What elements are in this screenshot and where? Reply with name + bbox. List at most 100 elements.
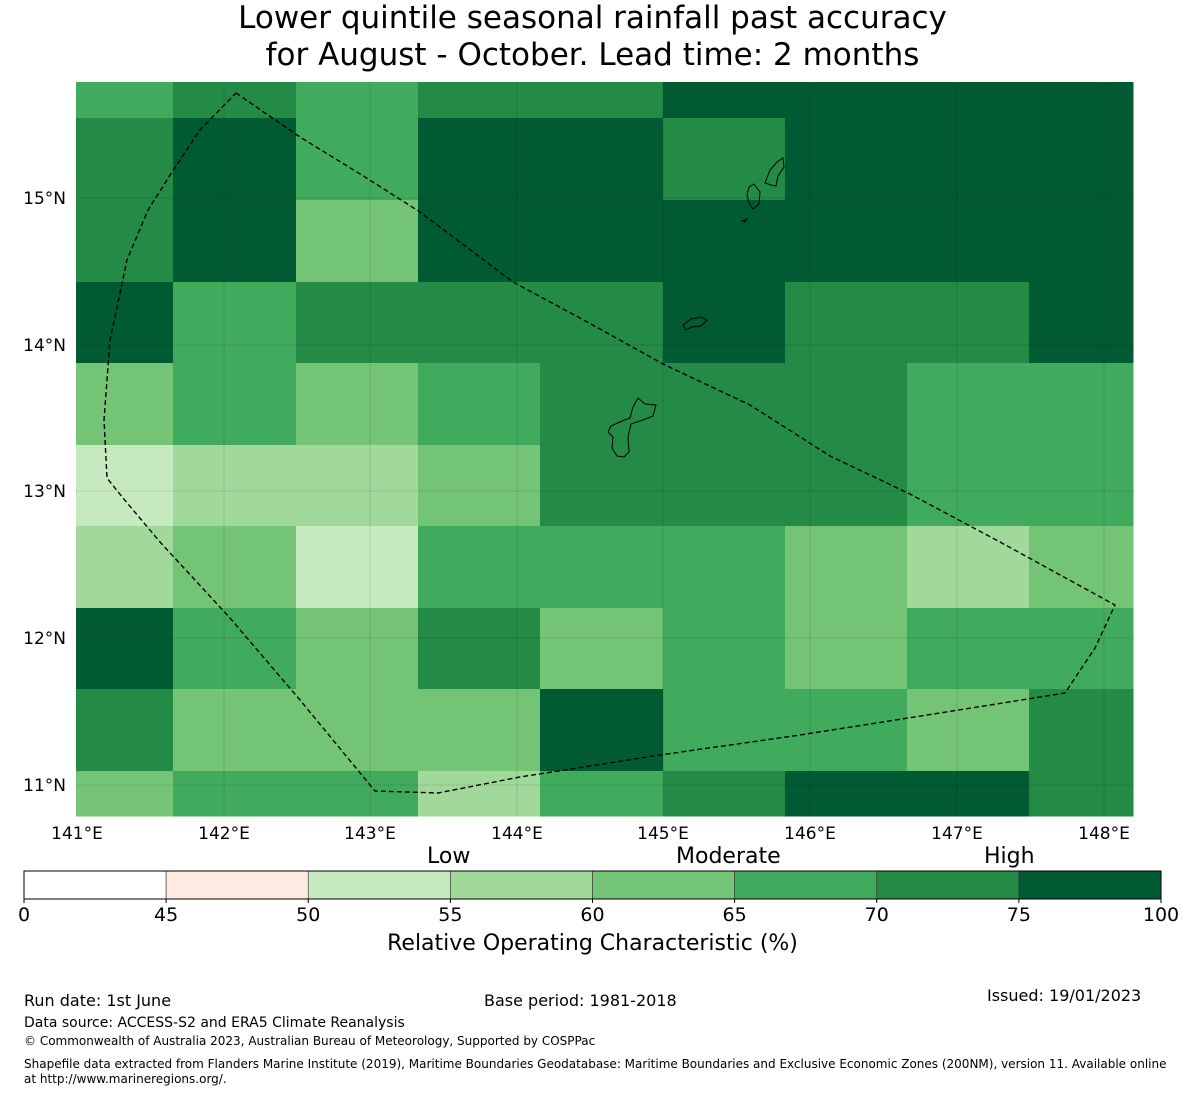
- grid-cell: [663, 771, 786, 817]
- grid-cell: [785, 526, 908, 609]
- grid-cell: [76, 526, 174, 609]
- grid-cell: [173, 282, 297, 364]
- grid-cell: [418, 118, 541, 201]
- grid-cell: [418, 282, 541, 364]
- grid-cell: [785, 363, 908, 446]
- grid-cell: [663, 82, 786, 119]
- colorbar-ticks: 0 45 50 55 60 65 70 75 100: [18, 899, 1179, 926]
- lat-tick-label: 13°N: [23, 482, 66, 502]
- colorbar-segment: [307, 870, 451, 900]
- grid-cell: [76, 82, 174, 119]
- grid-cell: [663, 445, 786, 527]
- grid-cell: [418, 445, 541, 527]
- grid-cell: [296, 82, 419, 119]
- grid-cell: [1029, 82, 1134, 119]
- run-date: Run date: 1st June: [24, 991, 172, 1010]
- data-source: Data source: ACCESS-S2 and ERA5 Climate …: [24, 1015, 405, 1031]
- grid-cell: [173, 82, 297, 119]
- colorbar-label: Relative Operating Characteristic (%): [387, 931, 798, 956]
- lat-tick-label: 15°N: [23, 189, 66, 209]
- grid-cell: [540, 689, 664, 772]
- grid-cell: [173, 445, 297, 527]
- eez-boundary: [103, 92, 1116, 794]
- grid-cell: [296, 771, 419, 817]
- grid-cell: [663, 526, 786, 609]
- lon-tick-label: 143°E: [344, 824, 396, 844]
- grid-cell: [418, 771, 541, 817]
- island-aguijan: [740, 217, 749, 223]
- grid-cell: [173, 118, 297, 201]
- grid-cell: [76, 689, 174, 772]
- colorbar-tick-label: 60: [580, 904, 604, 926]
- grid-cell: [1029, 363, 1134, 446]
- lat-tick-label: 12°N: [23, 629, 66, 649]
- grid-cell: [663, 608, 786, 690]
- grid-cell: [785, 282, 908, 364]
- grid-cell: [540, 200, 664, 283]
- grid-cell: [1029, 282, 1134, 364]
- grid-cell: [76, 771, 174, 817]
- grid-cell: [1029, 445, 1134, 527]
- grid-cell: [663, 118, 786, 201]
- grid-cell: [296, 363, 419, 446]
- grid-cell: [173, 363, 297, 446]
- rainfall-accuracy-grid: [76, 82, 1134, 817]
- colorbar-tick-label: 0: [18, 904, 30, 926]
- grid-cell: [296, 282, 419, 364]
- grid-cell: [1029, 689, 1134, 772]
- colorbar-segment: [1018, 870, 1162, 900]
- colorbar-tick-label: 55: [438, 904, 462, 926]
- grid-cell: [1029, 608, 1134, 690]
- axis-tick-labels: 141°E 142°E 143°E 144°E 145°E 146°E 147°…: [23, 189, 1130, 844]
- colorbar-segment: [23, 870, 167, 900]
- colorbar-tick-label: 50: [296, 904, 320, 926]
- grid-cell: [907, 200, 1030, 283]
- grid-cell: [76, 363, 174, 446]
- grid-cell: [173, 608, 297, 690]
- grid-cell: [540, 82, 664, 119]
- grid-cell: [296, 689, 419, 772]
- grid-cell: [540, 282, 664, 364]
- title-line-2: for August - October. Lead time: 2 month…: [265, 37, 920, 73]
- island-rota: [682, 316, 708, 331]
- grid-cell: [1029, 200, 1134, 283]
- colorbar-segment: [876, 870, 1020, 900]
- grid-cell: [418, 363, 541, 446]
- grid-cell: [418, 526, 541, 609]
- colorbar-segment: [734, 870, 878, 900]
- category-moderate: Moderate: [676, 844, 781, 869]
- colorbar-segment: [592, 870, 735, 900]
- grid-cell: [173, 526, 297, 609]
- grid-cell: [418, 608, 541, 690]
- grid-cell: [173, 200, 297, 283]
- lat-tick-label: 14°N: [23, 336, 66, 356]
- lon-tick-label: 142°E: [198, 824, 250, 844]
- grid-cell: [785, 445, 908, 527]
- islands: [607, 157, 785, 458]
- grid-cell: [76, 445, 174, 527]
- grid-cell: [785, 118, 908, 201]
- grid-cell: [540, 771, 664, 817]
- grid-cell: [907, 282, 1030, 364]
- lon-tick-label: 145°E: [637, 824, 689, 844]
- grid-cell: [785, 771, 908, 817]
- grid-cell: [76, 118, 174, 201]
- colorbar-tick-label: 65: [723, 904, 747, 926]
- grid-cell: [540, 526, 664, 609]
- grid-cell: [785, 200, 908, 283]
- grid-cell: [540, 445, 664, 527]
- title-line-1: Lower quintile seasonal rainfall past ac…: [238, 0, 947, 36]
- issued-date: Issued: 19/01/2023: [987, 986, 1142, 1005]
- island-guam: [607, 397, 657, 458]
- grid-cell: [907, 363, 1030, 446]
- colorbar-tick-label: 45: [154, 904, 178, 926]
- lon-tick-label: 146°E: [784, 824, 836, 844]
- grid-cell: [418, 82, 541, 119]
- map-gridlines: [76, 82, 1133, 816]
- grid-cell: [418, 200, 541, 283]
- grid-cell: [296, 445, 419, 527]
- grid-cell: [785, 689, 908, 772]
- base-period: Base period: 1981-2018: [484, 991, 677, 1010]
- grid-cell: [173, 689, 297, 772]
